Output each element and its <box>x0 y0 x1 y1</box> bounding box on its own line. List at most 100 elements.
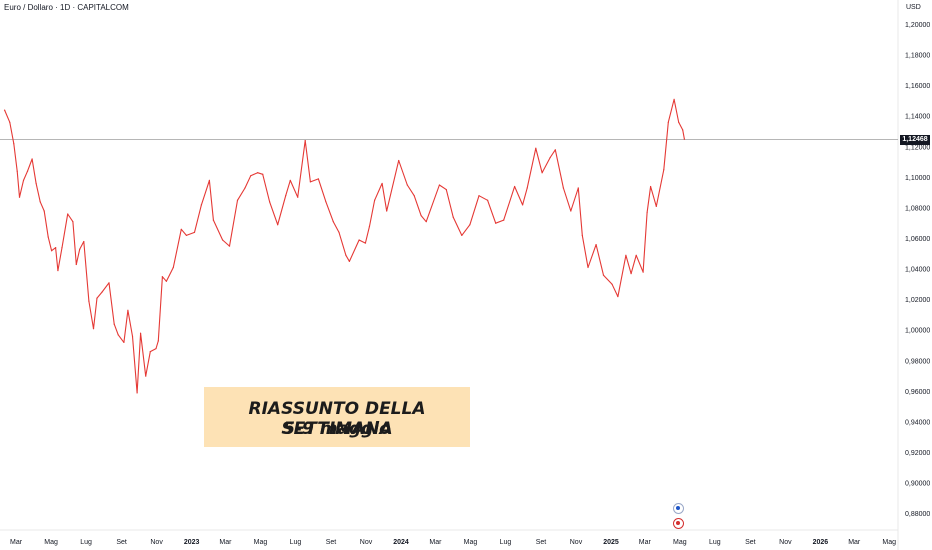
data-point <box>304 140 306 142</box>
data-point <box>96 297 98 299</box>
data-point <box>72 221 74 223</box>
data-point <box>92 328 95 330</box>
data-point <box>26 170 29 172</box>
data-point <box>381 182 383 185</box>
data-point <box>438 184 441 186</box>
banner-title: RIASSUNTO DELLA SETTIMANA <box>248 399 426 439</box>
data-point <box>136 392 138 394</box>
data-point <box>541 172 543 174</box>
data-point <box>625 254 627 256</box>
data-point <box>139 332 142 334</box>
data-point <box>277 224 279 226</box>
data-point <box>285 195 287 197</box>
y-tick-label: 0,96000 <box>905 389 930 396</box>
data-point <box>165 280 167 282</box>
data-point <box>22 179 25 181</box>
data-point <box>3 109 6 111</box>
data-point <box>39 201 41 203</box>
data-point <box>256 172 259 174</box>
data-point <box>35 182 37 185</box>
data-point <box>9 121 11 123</box>
symbol-title[interactable]: Euro / Dollaro · 1D · CAPITALCOM <box>4 3 129 12</box>
data-point <box>131 335 134 337</box>
data-point <box>145 375 147 377</box>
y-tick-label: 0,98000 <box>905 358 930 365</box>
data-point <box>61 247 63 249</box>
data-point <box>398 159 400 162</box>
x-tick-label: Set <box>326 539 337 546</box>
data-point <box>646 211 648 214</box>
x-tick-label: Mag <box>673 539 687 546</box>
data-point <box>522 204 524 206</box>
x-tick-label: Set <box>116 539 127 546</box>
series-line-eurusd <box>4 98 685 394</box>
y-tick-label: 1,20000 <box>905 22 930 29</box>
time-axis[interactable]: Mar Mag Lug Set Nov 2023 Mar Mag Lug Set Nov 2024 Ma… <box>10 539 896 546</box>
data-point <box>51 250 53 252</box>
data-point <box>185 234 188 237</box>
economic-event-icon[interactable] <box>673 503 684 514</box>
x-tick-label: 2026 <box>813 539 829 546</box>
data-point <box>554 149 556 151</box>
data-point <box>549 156 551 159</box>
x-tick-label: Mag <box>882 539 896 546</box>
data-point <box>345 254 347 256</box>
x-tick-label: 2025 <box>603 539 619 546</box>
data-point <box>13 143 15 145</box>
data-point <box>386 210 388 212</box>
data-point <box>79 248 81 250</box>
y-tick-label: 1,02000 <box>905 297 930 304</box>
data-point <box>250 175 252 177</box>
last-price-tag: 1,12468 <box>900 134 930 145</box>
y-tick-label: 0,94000 <box>905 419 930 426</box>
y-tick-label: 1,04000 <box>905 267 930 274</box>
data-point <box>67 213 69 215</box>
data-point <box>157 340 159 342</box>
us-flag-event-icon[interactable] <box>673 518 684 529</box>
data-point <box>149 351 151 353</box>
data-point <box>667 121 669 123</box>
data-point <box>630 273 632 275</box>
data-point <box>513 185 516 188</box>
y-tick-label: 1,14000 <box>905 114 930 121</box>
data-point <box>461 234 463 237</box>
data-point <box>526 187 528 189</box>
data-point <box>562 187 564 189</box>
data-point <box>172 266 174 269</box>
data-points <box>3 98 686 394</box>
data-point <box>682 129 684 131</box>
x-tick-label: Mar <box>848 539 861 546</box>
x-tick-label: Nov <box>779 539 792 546</box>
currency-label[interactable]: USD <box>906 4 921 11</box>
y-tick-label: 1,12000 <box>905 144 930 151</box>
data-point <box>208 179 210 181</box>
data-point <box>108 282 110 284</box>
data-point <box>469 224 471 226</box>
data-point <box>18 196 21 198</box>
data-point <box>587 266 589 269</box>
data-point <box>642 271 644 273</box>
data-point <box>649 185 652 188</box>
data-point <box>113 323 115 325</box>
data-point <box>577 187 579 189</box>
y-tick-label: 1,00000 <box>905 328 930 335</box>
data-point <box>16 170 18 172</box>
data-point <box>678 121 680 123</box>
x-tick-label: Mag <box>44 539 58 546</box>
data-point <box>673 98 675 100</box>
y-tick-label: 1,18000 <box>905 53 930 60</box>
data-point <box>570 210 572 212</box>
y-tick-label: 1,06000 <box>905 236 930 243</box>
price-axis[interactable]: 1,20000 1,18000 1,16000 1,14000 1,12000 1,100… <box>905 22 930 518</box>
data-point <box>420 214 422 217</box>
data-point <box>55 247 57 249</box>
data-point <box>269 201 271 203</box>
x-tick-label: Mag <box>464 539 478 546</box>
data-point <box>655 205 657 207</box>
data-point <box>309 181 311 183</box>
data-point <box>602 274 605 276</box>
data-point <box>289 179 291 181</box>
data-point <box>611 283 613 285</box>
data-point <box>635 254 637 256</box>
